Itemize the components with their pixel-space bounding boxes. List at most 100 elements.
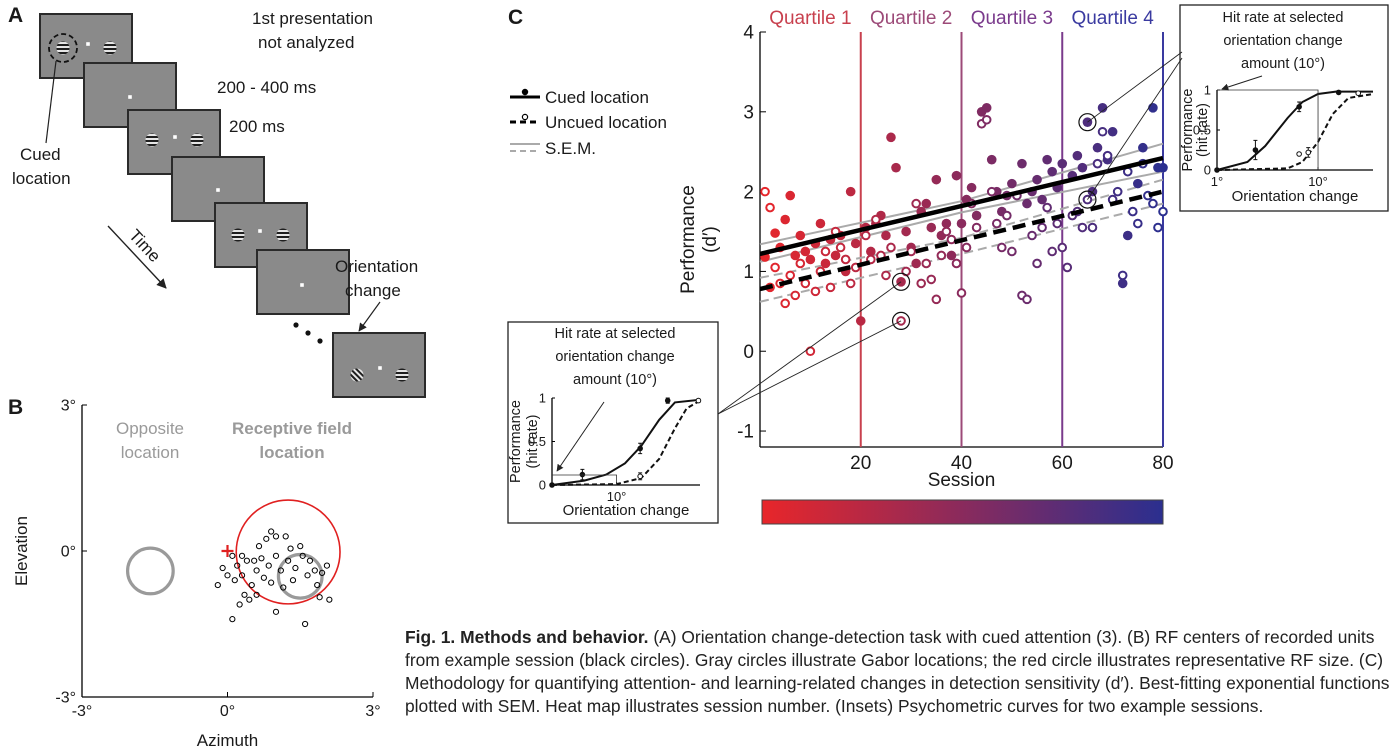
- rf-center: [241, 591, 248, 598]
- rf-center: [238, 552, 246, 559]
- y-axis-label: Performance: [1180, 88, 1196, 171]
- x-tick-label: 0°: [220, 703, 235, 720]
- uncued-point: [1002, 210, 1012, 221]
- location-circle: [276, 552, 324, 600]
- cued-point: [795, 230, 806, 241]
- fixation: [216, 188, 220, 192]
- rf-center: [292, 564, 299, 572]
- uncued-point: [1042, 202, 1052, 213]
- time-arrow: [107, 225, 167, 289]
- y-axis-label: Performance: [678, 185, 699, 294]
- cued-point: [800, 246, 811, 257]
- y-tick-label: 0: [743, 342, 754, 363]
- uncued-point: [871, 214, 881, 225]
- connector: [717, 281, 902, 415]
- screen: [332, 332, 426, 398]
- inset-box: [507, 321, 719, 524]
- reference-box: [1217, 89, 1319, 170]
- legend-label: Cued location: [545, 88, 649, 107]
- caption-title: Fig. 1. Methods and behavior.: [405, 627, 649, 647]
- annotation: Cued: [20, 145, 61, 164]
- rf-center: [253, 567, 260, 574]
- cued-point: [1037, 194, 1047, 205]
- gabor: [231, 228, 245, 242]
- uncued-point: [1148, 198, 1158, 209]
- ellipsis-dot: [293, 322, 299, 328]
- y-tick-label: 0.5: [1193, 123, 1211, 138]
- reference-box: [552, 474, 617, 485]
- cued-point: [946, 250, 957, 261]
- cued-point: [820, 258, 831, 269]
- data-point: [664, 397, 671, 404]
- y-tick-label: 0.5: [528, 434, 546, 449]
- rf-center: [214, 581, 221, 589]
- panel-label: B: [8, 396, 23, 419]
- y-axis-label: (hit rate): [525, 415, 541, 469]
- rf-center: [326, 596, 333, 603]
- rf-center: [297, 543, 304, 550]
- cued-point: [931, 174, 942, 185]
- y-tick-label: 3: [743, 102, 754, 123]
- x-axis-label: Session: [928, 470, 996, 491]
- rf-center: [287, 545, 294, 552]
- uncued-point: [1037, 222, 1047, 233]
- rf-center: [306, 557, 314, 564]
- annotation: change: [345, 281, 401, 300]
- cued-point: [1007, 178, 1017, 189]
- uncued-point: [770, 262, 780, 273]
- uncued-point: [1032, 258, 1042, 269]
- cued-point: [1017, 158, 1027, 169]
- uncued-point: [886, 242, 896, 253]
- uncued-point: [911, 198, 921, 209]
- data-point: [1305, 149, 1312, 156]
- rf-center: [255, 543, 263, 550]
- y-axis-label: Elevation: [12, 516, 31, 586]
- uncued-point: [951, 258, 962, 269]
- fixation: [300, 283, 304, 287]
- data-point: [1296, 104, 1302, 110]
- y-tick-label: 1: [743, 262, 754, 283]
- cued-point: [1133, 178, 1143, 189]
- gabor: [145, 133, 159, 147]
- leader: [45, 60, 57, 144]
- cued-point: [780, 214, 790, 225]
- sem-line: [759, 170, 1164, 263]
- rf-center: [285, 557, 292, 564]
- rf-center: [277, 567, 284, 574]
- uncued-point: [795, 258, 806, 269]
- rf-center: [229, 552, 236, 559]
- cued-point: [966, 182, 977, 193]
- gabor: [350, 368, 364, 382]
- location-circle: [235, 499, 341, 605]
- cued-point: [1097, 103, 1108, 113]
- cue-ring: [48, 33, 78, 63]
- uncued-point: [1057, 242, 1068, 253]
- panel-label: A: [8, 4, 23, 27]
- quartile-label: Quartile 4: [1071, 8, 1154, 29]
- uncued-point: [956, 288, 967, 298]
- rf-center: [234, 562, 241, 569]
- cued-point: [881, 230, 891, 241]
- cued-point: [815, 218, 826, 229]
- gabor: [276, 228, 290, 242]
- uncued-point: [760, 186, 770, 197]
- cued-point: [1138, 142, 1148, 153]
- y-tick-label: 1: [539, 391, 546, 406]
- panel-label: C: [508, 6, 523, 29]
- rf-center: [229, 616, 236, 623]
- x-tick-label: 10°: [1308, 174, 1328, 189]
- x-axis-label: Azimuth: [197, 731, 258, 750]
- fit-line: [759, 189, 1164, 292]
- annotation: location: [12, 169, 71, 188]
- fit-line: [759, 155, 1164, 257]
- uncued-point: [1158, 206, 1168, 217]
- data-point: [1252, 147, 1259, 153]
- legend-marker: [521, 88, 529, 96]
- y-axis-label: (d′): [700, 226, 721, 253]
- cued-point: [1072, 150, 1083, 161]
- uncued-point: [916, 278, 927, 289]
- x-tick-label: 10°: [607, 489, 627, 504]
- rf-center: [246, 596, 253, 603]
- rf-center: [299, 552, 306, 559]
